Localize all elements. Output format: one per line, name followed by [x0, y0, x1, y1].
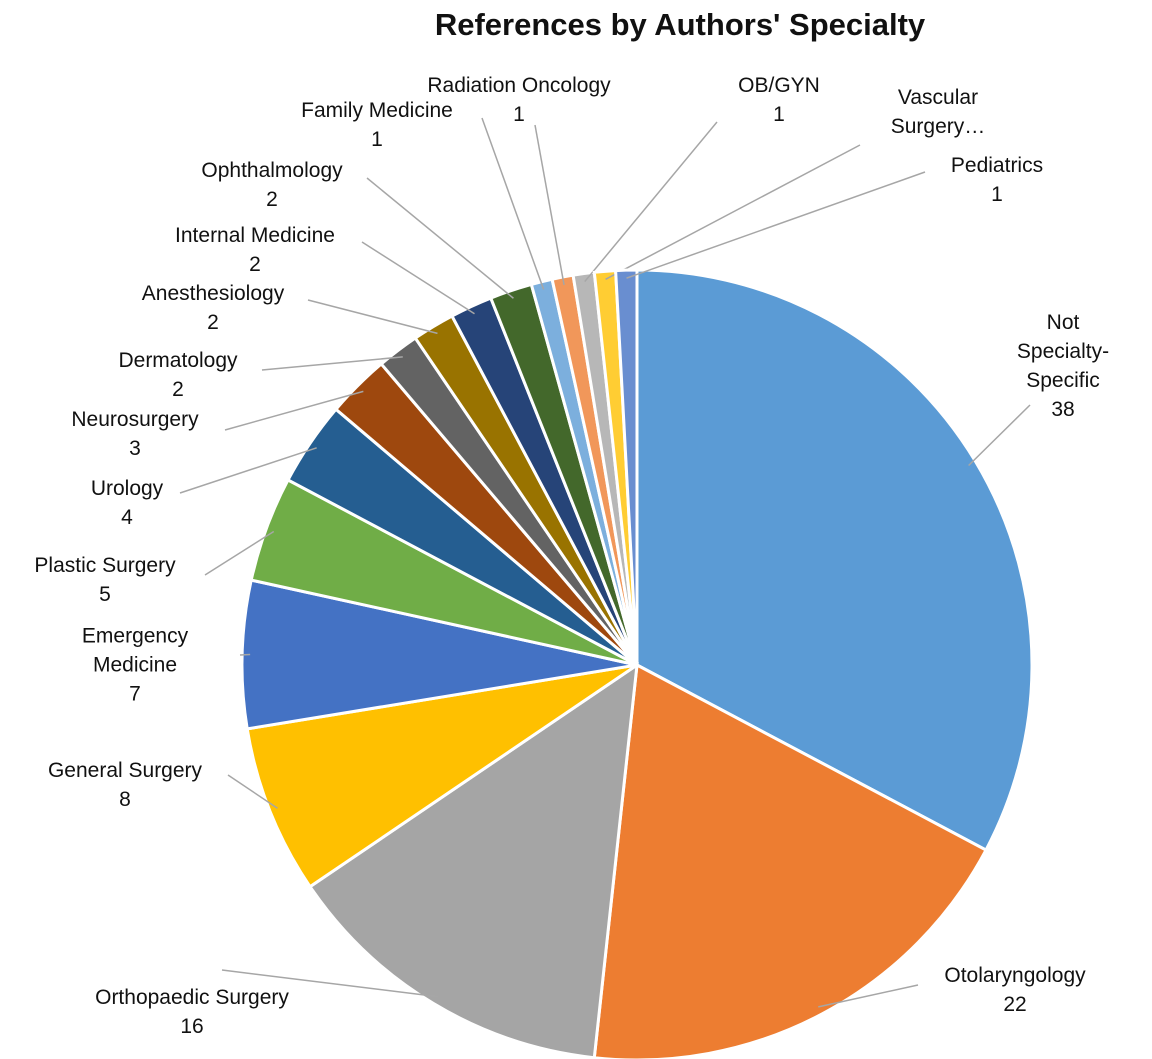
- category-label: OB/GYN: [738, 74, 820, 97]
- data-label: OB/GYN 1: [738, 71, 820, 129]
- category-label: Family Medicine: [301, 99, 453, 122]
- data-label: Radiation Oncology 1: [427, 71, 610, 129]
- value-label: 4: [121, 506, 133, 529]
- category-label: Otolaryngology: [944, 964, 1086, 987]
- category-label: Internal Medicine: [175, 224, 335, 247]
- pie-slice: [614, 268, 639, 666]
- leader-line: [534, 124, 565, 286]
- data-label: Anesthesiology 2: [142, 279, 284, 337]
- leader-line: [261, 356, 403, 371]
- value-label: 22: [1003, 993, 1027, 1016]
- pie-slice: [592, 662, 989, 1059]
- category-label: Not Specialty- Specific: [1016, 311, 1110, 392]
- leader-line: [626, 171, 926, 279]
- data-label: General Surgery 8: [48, 756, 202, 814]
- value-label: 2: [266, 188, 278, 211]
- data-label: Not Specialty- Specific 38: [1017, 308, 1109, 424]
- data-label: Otolaryngology 22: [944, 961, 1085, 1019]
- pie-slice: [635, 268, 1034, 853]
- value-label: 3: [129, 437, 141, 460]
- data-label: Neurosurgery 3: [71, 405, 198, 463]
- leader-line: [224, 390, 364, 431]
- category-label: Vascular Surgery…: [890, 86, 986, 138]
- pie-slice: [307, 661, 639, 1059]
- leader-line: [968, 404, 1031, 467]
- category-label: Neurosurgery: [71, 408, 199, 431]
- data-label: Internal Medicine 2: [175, 221, 335, 279]
- value-label: 1: [513, 103, 525, 126]
- category-label: Emergency Medicine: [81, 624, 189, 677]
- data-label: Family Medicine 1: [301, 96, 453, 154]
- leader-line: [481, 117, 545, 290]
- value-label: 5: [99, 583, 111, 606]
- category-label: Ophthalmology: [201, 159, 343, 182]
- value-label: 1: [991, 183, 1003, 206]
- data-label: Dermatology 2: [118, 346, 237, 404]
- leader-line: [204, 530, 275, 576]
- category-label: Urology: [90, 477, 164, 500]
- category-label: Anesthesiology: [141, 282, 285, 305]
- category-label: General Surgery: [47, 759, 203, 782]
- value-label: 2: [207, 311, 219, 334]
- leader-line: [227, 774, 278, 809]
- value-label: 38: [1051, 398, 1075, 421]
- value-label: 2: [172, 378, 184, 401]
- data-label: Plastic Surgery 5: [34, 551, 175, 609]
- category-label: Radiation Oncology: [427, 74, 611, 97]
- data-label: Urology 4: [91, 474, 163, 532]
- leader-line: [818, 984, 919, 1008]
- data-label: Pediatrics 1: [951, 151, 1043, 209]
- leader-line: [361, 241, 475, 315]
- data-label: Emergency Medicine 7: [82, 622, 188, 709]
- leader-line: [605, 144, 861, 280]
- leader-line: [221, 969, 438, 998]
- value-label: 1: [371, 128, 383, 151]
- value-label: 7: [129, 682, 141, 706]
- data-label: Ophthalmology 2: [201, 156, 342, 214]
- category-label: Orthopaedic Surgery: [95, 986, 289, 1009]
- leader-line: [307, 299, 438, 335]
- category-label: Dermatology: [118, 349, 238, 372]
- category-label: Plastic Surgery: [34, 554, 176, 577]
- category-label: Pediatrics: [950, 154, 1044, 177]
- pie-slice: [245, 663, 638, 889]
- value-label: 16: [180, 1015, 204, 1038]
- data-label: Orthopaedic Surgery 16: [95, 983, 289, 1041]
- value-label: 1: [773, 103, 785, 126]
- leader-line: [584, 121, 718, 283]
- value-label: 8: [119, 788, 131, 811]
- chart-title: References by Authors' Specialty: [434, 7, 926, 42]
- leader-line: [179, 447, 317, 494]
- data-label: Vascular Surgery…: [891, 83, 986, 141]
- value-label: 2: [249, 253, 261, 276]
- leader-line: [366, 177, 514, 299]
